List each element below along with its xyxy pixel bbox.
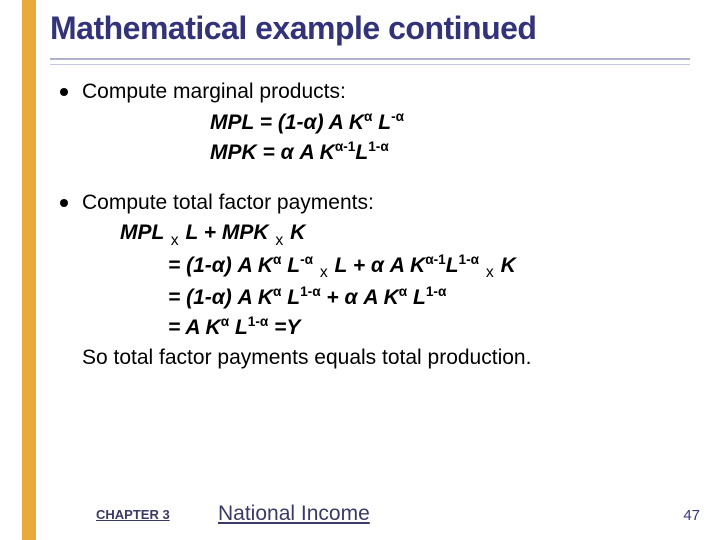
mpk-part1: MPK = α A K [210, 141, 335, 164]
footer-title: National Income [218, 502, 370, 526]
mpk-equation: MPK = α A Kα-1L1-α [210, 138, 680, 167]
mpl-part1: MPL = (1-α) A K [210, 111, 364, 134]
bullet-1: Compute marginal products: [60, 78, 680, 106]
title-rule [50, 58, 690, 65]
accent-bar [22, 0, 36, 540]
page-number: 47 [683, 507, 700, 524]
deriv-line-1: MPL x L + MPK x K [120, 219, 680, 250]
bullet-2-text: Compute total factor payments: [82, 189, 374, 217]
bullet-dot-icon [60, 199, 68, 207]
conclusion-text: So total factor payments equals total pr… [82, 344, 680, 372]
slide-title: Mathematical example continued [50, 10, 690, 47]
mpk-sup1: α-1 [335, 139, 356, 154]
slide-footer: CHAPTER 3 National Income 47 [0, 486, 720, 526]
deriv-line-4: = A Kα L1-α =Y [120, 313, 680, 342]
deriv-line-3: = (1-α) A Kα L1-α + α A Kα L1-α [120, 283, 680, 312]
bullet-2: Compute total factor payments: [60, 189, 680, 217]
chapter-label: CHAPTER 3 [96, 507, 170, 522]
derivation: MPL x L + MPK x K = (1-α) A Kα L-α x L +… [120, 219, 680, 342]
mpk-sup2: 1-α [368, 139, 389, 154]
deriv-line-2: = (1-α) A Kα L-α x L + α A Kα-1L1-α x K [120, 251, 680, 283]
bullet-dot-icon [60, 88, 68, 96]
bullet-1-text: Compute marginal products: [82, 78, 346, 106]
slide-body: Compute marginal products: MPL = (1-α) A… [60, 78, 680, 372]
title-container: Mathematical example continued [50, 10, 690, 47]
mpl-equation: MPL = (1-α) A Kα L-α [210, 108, 680, 137]
mpk-part2: L [355, 141, 368, 164]
mpl-sup2: -α [391, 109, 404, 124]
mpl-part2: L [372, 111, 391, 134]
